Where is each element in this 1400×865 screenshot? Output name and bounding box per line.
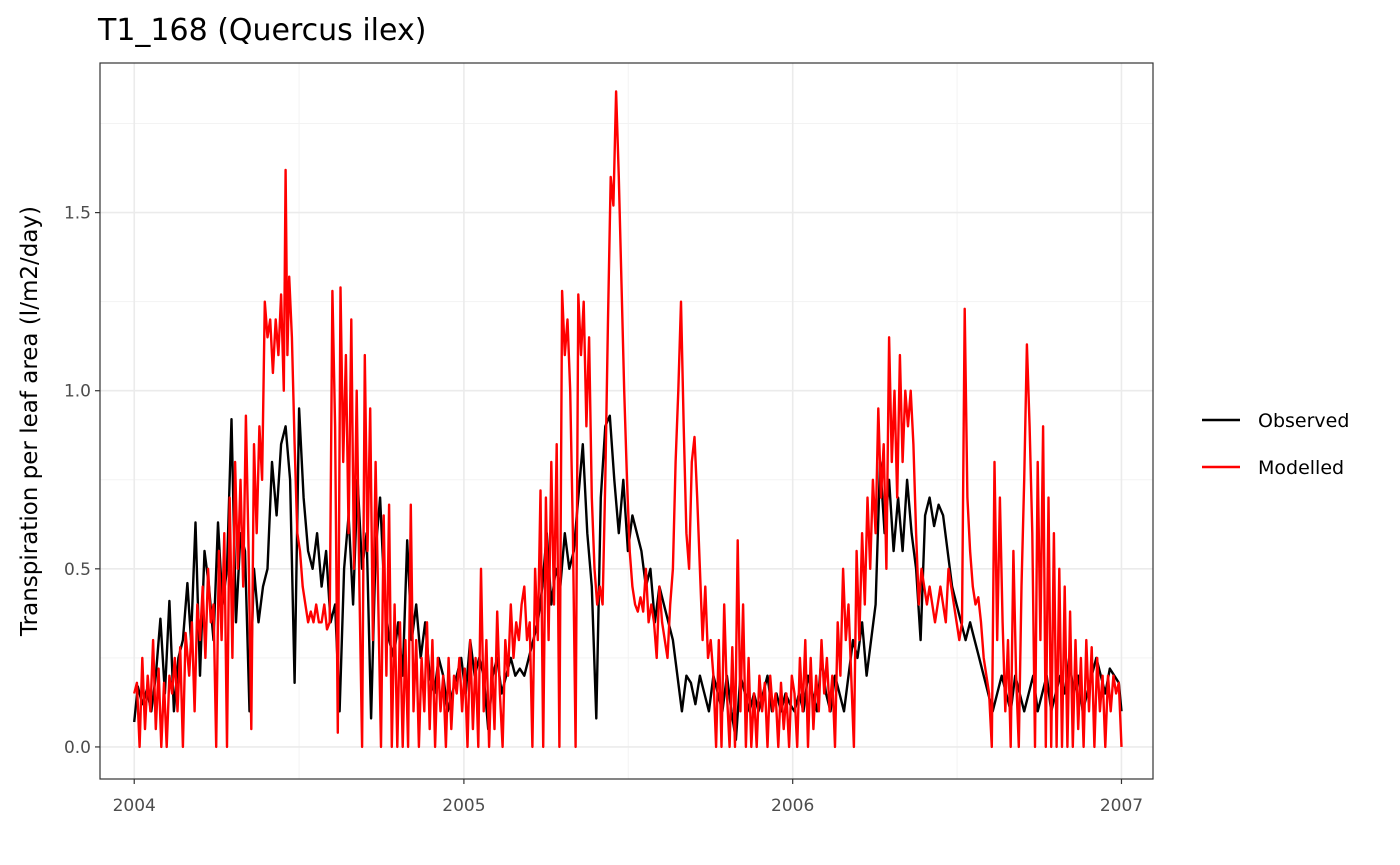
- y-axis-label: Transpiration per leaf area (l/m2/day): [17, 206, 43, 637]
- x-tick-label: 2005: [442, 796, 485, 816]
- legend-label-observed: Observed: [1258, 410, 1349, 432]
- x-tick-label: 2007: [1100, 796, 1143, 816]
- x-tick-label: 2006: [771, 796, 814, 816]
- y-tick-label: 0.0: [64, 738, 91, 758]
- y-axis: 0.0 0.5 1.0 1.5: [64, 204, 100, 758]
- y-tick-label: 1.0: [64, 382, 91, 402]
- panel-border: [99, 62, 1154, 780]
- x-axis: 2004 2005 2006 2007: [113, 779, 1143, 816]
- series-line-modelled: [133, 90, 1123, 749]
- grid-lines: [100, 63, 1153, 779]
- chart-title: T1_168 (Quercus ilex): [97, 13, 426, 48]
- series-lines: [133, 90, 1123, 749]
- y-tick-label: 0.5: [64, 560, 91, 580]
- plot-panel: [100, 63, 1153, 779]
- legend-label-modelled: Modelled: [1258, 457, 1344, 479]
- legend: Observed Modelled: [1202, 410, 1349, 479]
- y-tick-label: 1.5: [64, 204, 91, 224]
- x-tick-label: 2004: [113, 796, 156, 816]
- series-line-observed: [133, 407, 1123, 741]
